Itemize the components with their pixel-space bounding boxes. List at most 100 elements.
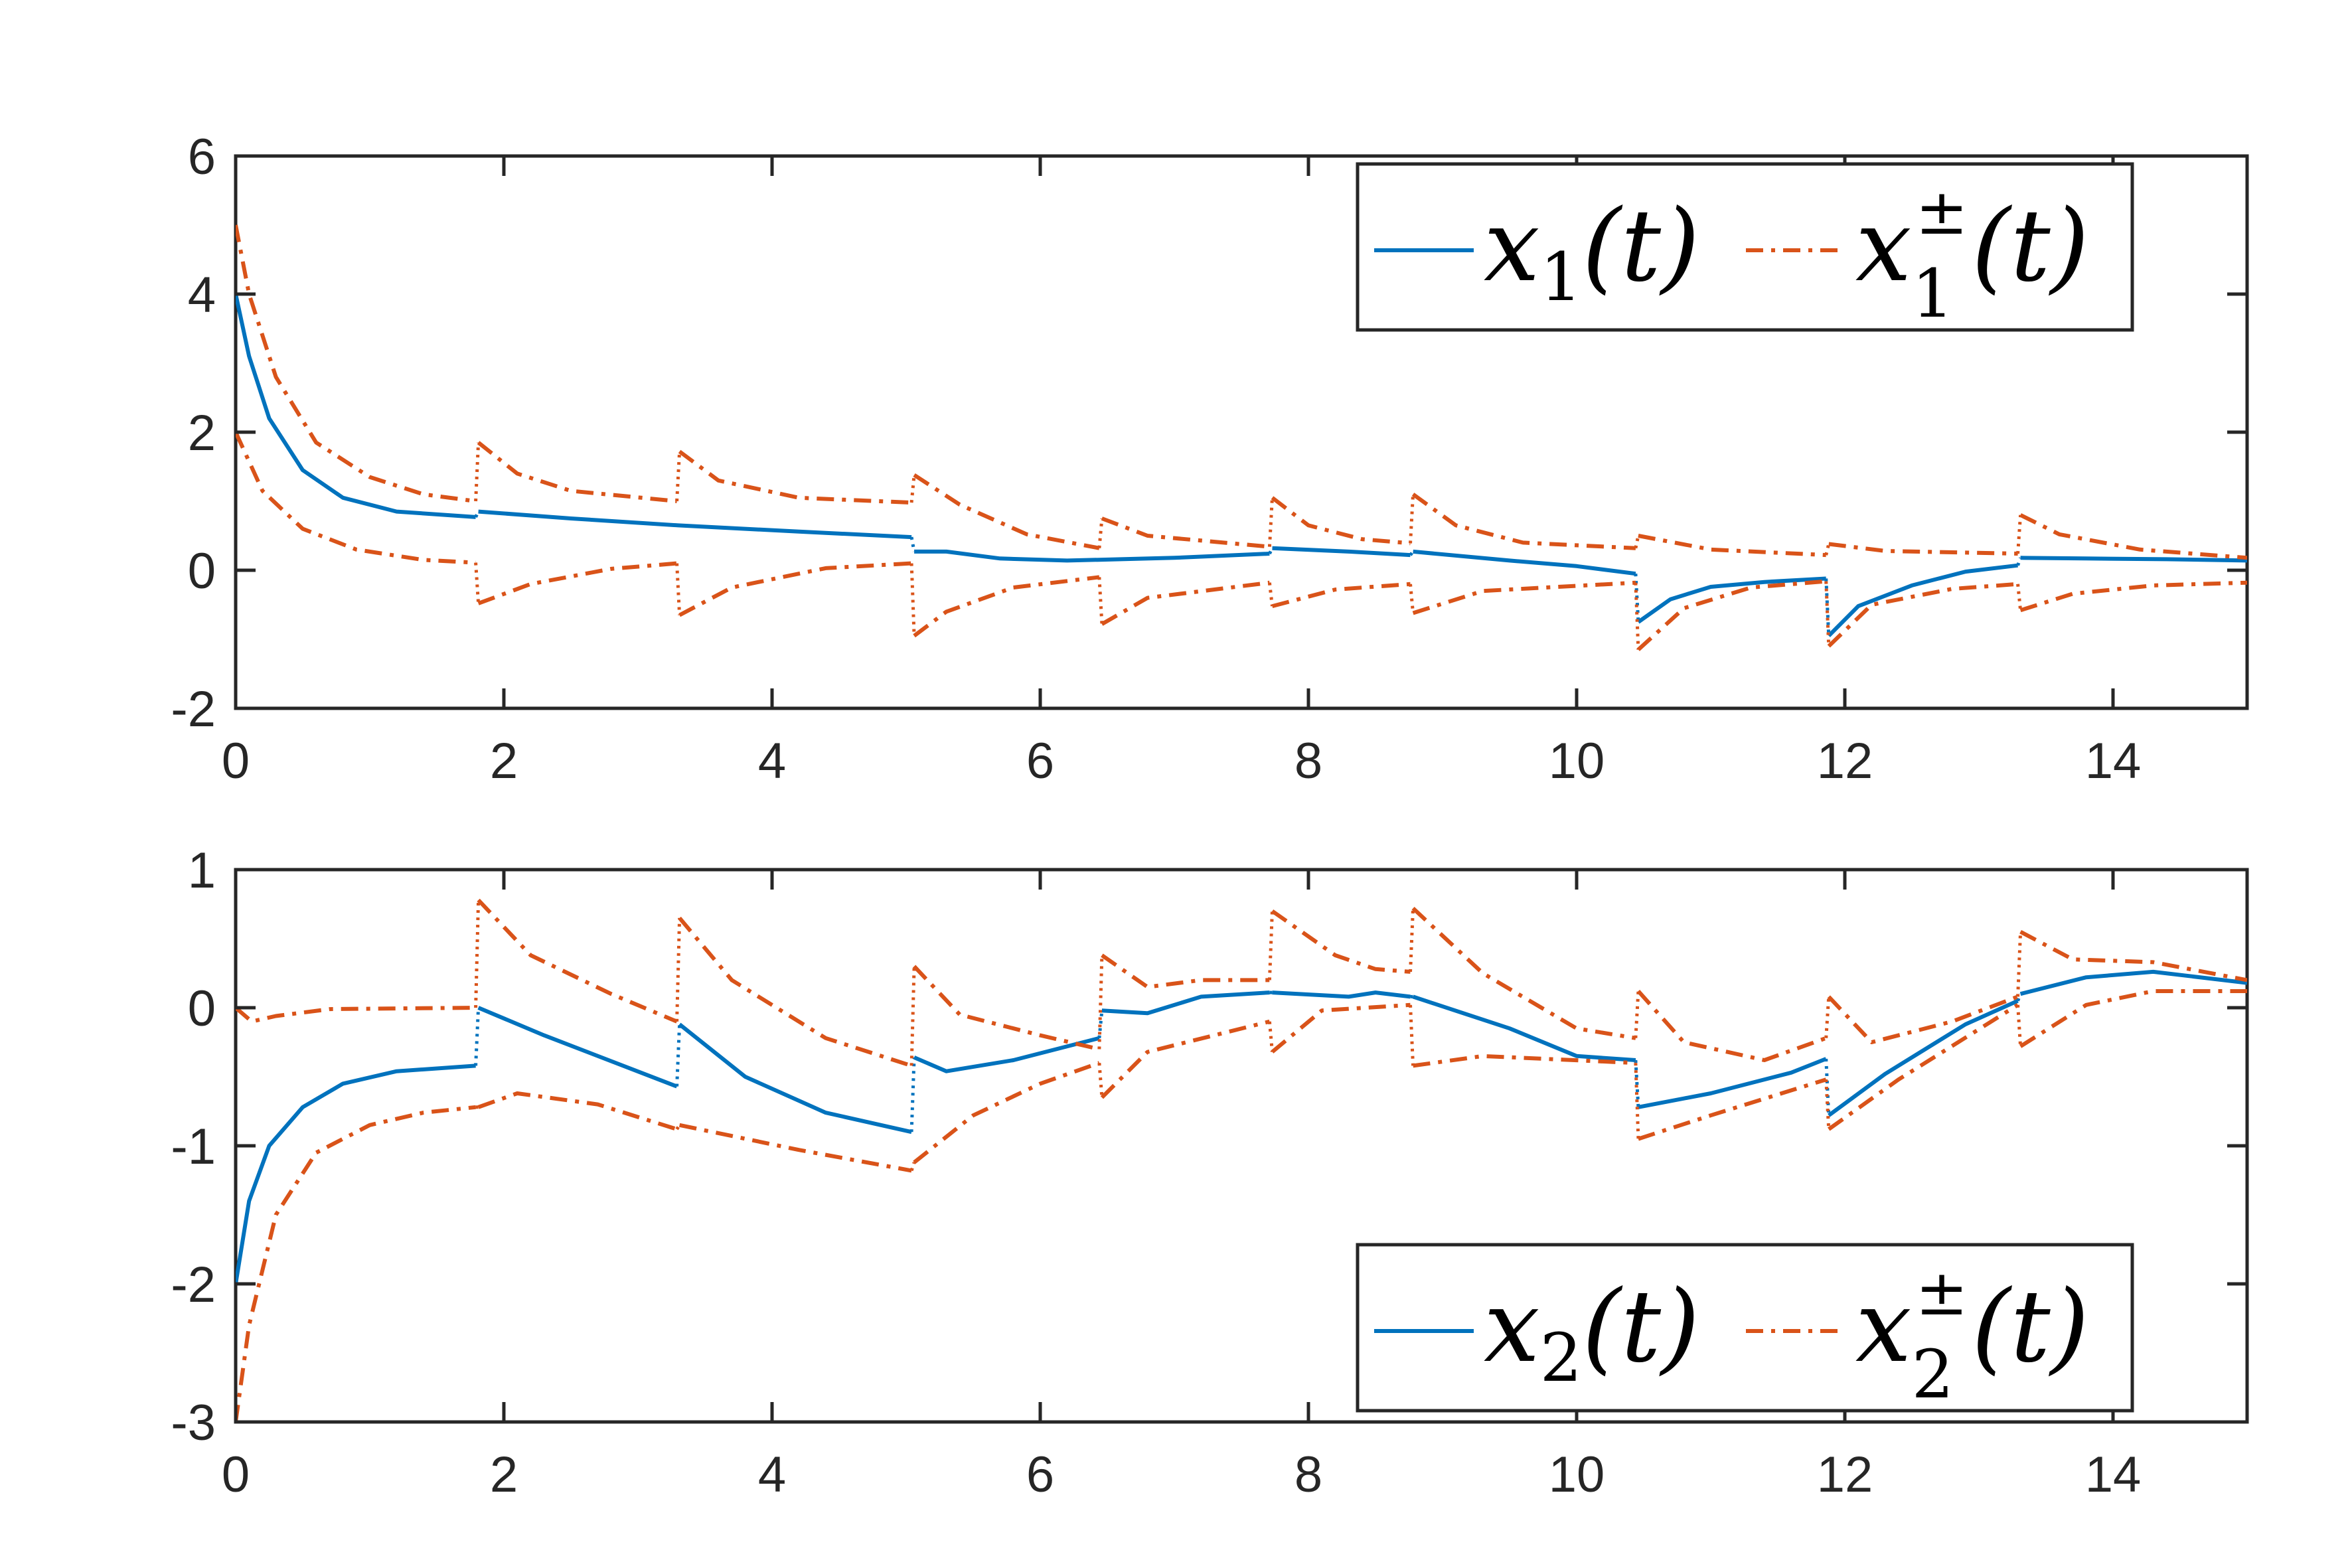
series-lower-line [477,561,677,605]
series-lower-line [477,1091,678,1131]
series-lower-line [678,561,912,617]
series-upper-line [477,898,678,1024]
series-lower-line [1828,1003,2019,1131]
x-tick-label: 4 [758,733,786,789]
series-upper-line [1271,496,1411,546]
series-upper-jump [1634,990,1640,1038]
series-lower-jump [2016,584,2023,611]
series-lower-jump [1267,1021,1274,1052]
series-lower-line [2019,989,2247,1048]
series-lower-jump [1097,577,1104,625]
series-state-line [1638,1057,1827,1109]
series-upper-jump [909,966,916,1066]
y-tick-label: 2 [188,405,216,461]
series-lower-jump [1634,1063,1640,1139]
series-state-line [1412,994,1636,1062]
series-state-jump [675,1024,682,1087]
series-state-jump [909,536,916,552]
series-lower-line [1412,580,1636,615]
series-lower-line [236,431,476,565]
series-lower-jump [675,563,682,615]
y-tick-label: -2 [171,681,216,738]
x-tick-label: 0 [222,1447,250,1503]
legend-box [1356,1243,2134,1413]
series-lower-line [1271,582,1411,609]
series-lower-line [678,1123,912,1173]
series-state-jump [2016,557,2022,566]
series-upper-line [236,224,476,503]
series-lower-jump [1409,1004,1415,1066]
series-state-jump [1824,1058,1831,1116]
legend: x2(t) x2±(t) [1356,1243,2134,1413]
plot-area [236,224,2247,651]
series-state-jump [1097,1010,1104,1039]
series-upper-jump [1634,535,1640,549]
series-state-jump [1268,547,1274,555]
series-lower-jump [675,1124,681,1131]
series-upper-line [1411,493,1636,550]
series-upper-jump [1097,955,1104,1050]
series-lower-jump [1824,1079,1831,1130]
series-upper-line [2019,929,2247,982]
series-lower-line [236,1105,476,1422]
series-state-jump [1634,1059,1640,1107]
series-state-line [1828,998,2019,1117]
x-tick-label: 14 [2085,733,2142,789]
series-upper-jump [1097,518,1104,548]
series-upper-line [1271,909,1411,974]
y-tick-label: 6 [188,129,216,185]
bottom-subplot: 0 2 4 6 8 10 12 14 -3 -2 -1 0 1 x2(t) x2±(t) [171,842,2249,1503]
y-tick-label: -1 [171,1119,216,1175]
y-tick-label: -2 [171,1257,216,1313]
y-tick-label: 1 [188,842,216,899]
plot-area [236,898,2247,1422]
legend-label: x2±(t) [1855,1257,2089,1413]
x-tick-label: 12 [1817,733,1873,789]
x-tick-label: 8 [1294,733,1322,789]
series-upper-line [1411,907,1636,1040]
series-lower-line [1827,582,2018,648]
x-tick-label: 2 [490,1447,518,1503]
series-state-line [2020,556,2247,563]
legend: x1(t) x1±(t) [1356,162,2134,333]
series-lower-line [913,575,1100,638]
series-upper-jump [474,442,481,502]
series-upper-jump [1409,494,1415,544]
series-upper-line [477,441,677,503]
x-tick-label: 14 [2085,1447,2142,1503]
x-tick-label: 6 [1026,733,1054,789]
series-state-line [913,1036,1100,1073]
legend-label: x1±(t) [1855,176,2089,333]
x-tick-label: 0 [222,733,250,789]
series-upper-line [678,916,913,1068]
series-upper-jump [1409,908,1415,973]
x-tick-label: 8 [1294,1447,1322,1503]
series-upper-line [1638,534,1826,558]
series-upper-jump [675,451,682,502]
series-lower-line [1100,1019,1271,1099]
series-state-line [1637,576,1826,624]
series-state-line [1101,990,1270,1016]
y-tick-label: -3 [171,1395,216,1451]
y-tick-label: 0 [188,543,216,599]
series-lower-line [1101,580,1270,626]
series-upper-jump [909,475,916,503]
x-tick-label: 4 [758,1447,786,1503]
series-lower-line [913,1061,1100,1164]
series-state-jump [474,510,480,518]
legend-label: x2(t) [1484,1269,1700,1397]
series-upper-jump [1824,543,1831,556]
legend-box [1356,162,2134,332]
series-lower-jump [909,1162,916,1172]
series-state-jump [909,1057,916,1133]
series-state-jump [1824,578,1831,636]
series-state-line [236,1063,476,1285]
y-tick-label: 0 [188,980,216,1037]
series-upper-jump [1267,497,1274,547]
series-state-line [1827,563,2018,637]
series-upper-line [913,473,1100,550]
legend-label: x1(t) [1484,189,1700,316]
series-upper-line [236,1006,476,1024]
series-state-jump [1409,550,1415,556]
